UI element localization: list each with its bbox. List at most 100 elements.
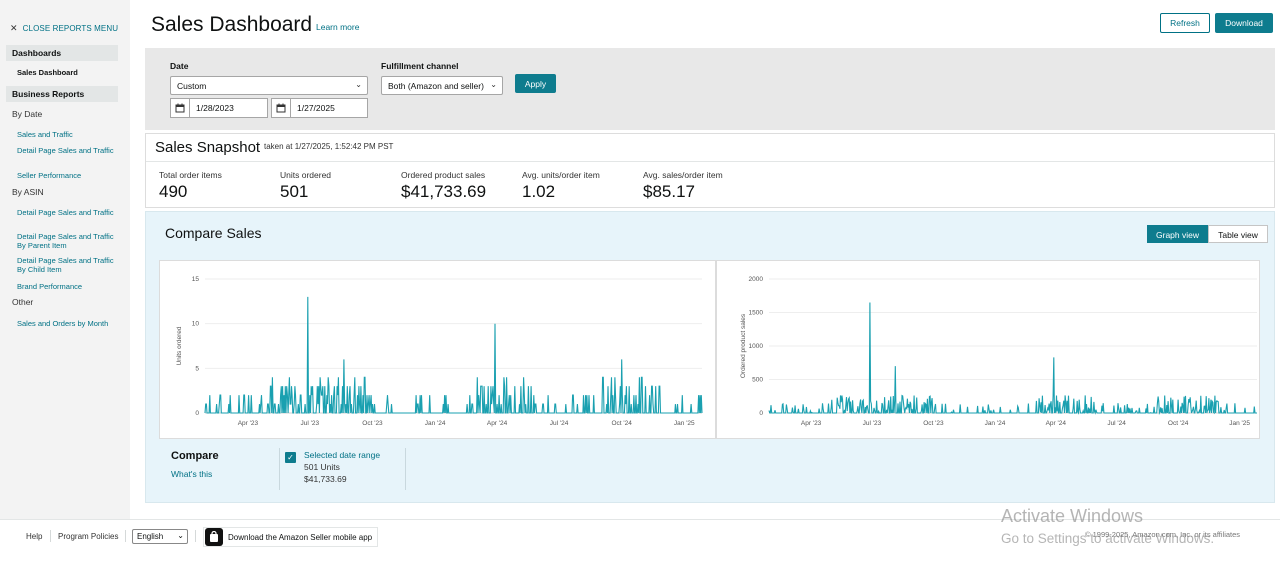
x-tick-label: Jan '24 [425,420,446,427]
metric-avg-units-per-order: Avg. units/order item 1.02 [522,170,600,202]
page-footer: Help Program Policies English ⌄ Download… [0,519,1280,561]
selected-range-label[interactable]: Selected date range [304,450,381,460]
y-tick-label: 15 [192,276,200,283]
end-date-value: 1/27/2025 [297,103,335,113]
ordered-product-sales-chart-svg: 2000 1500 1000 500 0 Ordered product sales Apr… [740,276,1257,427]
fulfillment-channel-select[interactable]: Both (Amazon and seller) ⌄ [381,76,503,95]
y-tick-label: 0 [759,410,763,417]
metric-label: Avg. sales/order item [643,170,723,180]
whats-this-link[interactable]: What's this [171,469,213,479]
shopping-bag-icon [205,528,223,546]
series-line [204,296,703,414]
y-tick-label: 5 [195,365,199,372]
sidebar-item-detail-page-by-parent[interactable]: Detail Page Sales and Traffic By Parent … [17,232,114,250]
reports-sidebar: ✕ CLOSE REPORTS MENU Dashboards Sales Da… [0,0,130,519]
start-date-field[interactable]: 1/28/2023 [170,98,268,118]
windows-activation-watermark-sub: Go to Settings to activate Windows. [1001,531,1215,546]
sidebar-item-sales-and-traffic[interactable]: Sales and Traffic [17,130,73,139]
sidebar-item-sales-dashboard[interactable]: Sales Dashboard [17,68,78,77]
date-preset-value: Custom [177,81,207,91]
sidebar-heading-other: Other [12,297,34,307]
close-reports-menu-label: CLOSE REPORTS MENU [22,24,119,33]
page-title: Sales Dashboard [151,13,313,36]
compare-sales-title: Compare Sales [165,225,262,241]
units-ordered-chart-svg: 15 10 5 0 Units ordered Apr '23 Jul '23 Oct '23… [176,276,703,427]
divider [125,530,126,542]
y-axis-label: Ordered product sales [740,313,747,378]
download-app-label: Download the Amazon Seller mobile app [228,532,373,542]
sidebar-item-detail-page-sales-traffic-date[interactable]: Detail Page Sales and Traffic [17,146,114,155]
table-view-toggle[interactable]: Table view [1208,225,1268,243]
divider [195,530,196,542]
compare-footer-title: Compare [171,450,219,462]
y-tick-label: 1000 [749,343,764,350]
graph-view-toggle[interactable]: Graph view [1147,225,1208,243]
divider [279,448,280,490]
units-ordered-chart: 15 10 5 0 Units ordered Apr '23 Jul '23 Oct '23… [159,260,716,439]
learn-more-link[interactable]: Learn more [316,22,360,32]
x-tick-label: Apr '23 [238,420,259,427]
close-icon: ✕ [10,23,18,33]
language-select[interactable]: English ⌄ [132,529,188,544]
x-tick-label: Oct '24 [611,420,632,427]
metric-value: 490 [159,182,188,201]
metric-units-ordered: Units ordered 501 [280,170,331,202]
sidebar-item-brand-performance[interactable]: Brand Performance [17,282,83,291]
sidebar-item-detail-page-by-child[interactable]: Detail Page Sales and Traffic By Child I… [17,256,114,274]
divider [405,448,406,490]
download-mobile-app-link[interactable]: Download the Amazon Seller mobile app [203,527,378,547]
x-tick-label: Jan '25 [1229,420,1250,427]
selected-range-sales: $41,733.69 [304,474,347,484]
x-tick-label: Oct '24 [1168,420,1189,427]
snapshot-timestamp: taken at 1/27/2025, 1:52:42 PM PST [264,142,394,151]
calendar-icon [272,99,291,117]
snapshot-title: Sales Snapshot [155,139,261,156]
x-tick-label: Apr '24 [1046,420,1067,427]
x-tick-label: Apr '23 [801,420,822,427]
x-tick-label: Oct '23 [362,420,383,427]
x-tick-label: Jan '24 [985,420,1006,427]
refresh-button[interactable]: Refresh [1160,13,1210,33]
chevron-down-icon: ⌄ [490,80,497,89]
sidebar-item-sales-orders-by-month[interactable]: Sales and Orders by Month [17,319,109,328]
download-button[interactable]: Download [1215,13,1273,33]
divider [50,530,51,542]
y-tick-label: 1500 [749,310,764,317]
metric-value: $85.17 [643,182,695,201]
metric-label: Avg. units/order item [522,170,600,180]
x-tick-label: Apr '24 [487,420,508,427]
calendar-icon [171,99,190,117]
metric-label: Total order items [159,170,222,180]
fulfillment-channel-label: Fulfillment channel [381,61,459,71]
x-tick-label: Jul '23 [301,420,320,427]
x-tick-label: Jul '24 [550,420,569,427]
x-tick-label: Oct '23 [923,420,944,427]
y-tick-label: 2000 [749,276,764,283]
selected-range-units: 501 Units [304,462,340,472]
y-tick-label: 500 [752,377,763,384]
end-date-field[interactable]: 1/27/2025 [271,98,368,118]
series-line [768,302,1257,415]
sidebar-group-dashboards[interactable]: Dashboards [6,45,118,61]
chevron-down-icon: ⌄ [177,531,184,540]
copyright-text: © 1999-2025, Amazon.com, Inc. or its aff… [1085,530,1241,539]
metric-label: Units ordered [280,170,332,180]
fulfillment-channel-value: Both (Amazon and seller) [388,81,484,91]
sidebar-item-seller-performance[interactable]: Seller Performance [17,171,82,180]
language-value: English [137,532,164,541]
selected-range-checkbox[interactable]: ✓ [285,452,296,463]
apply-button[interactable]: Apply [515,74,556,93]
program-policies-link[interactable]: Program Policies [58,532,119,541]
date-preset-select[interactable]: Custom ⌄ [170,76,368,95]
metric-value: $41,733.69 [401,182,487,201]
sidebar-item-detail-page-sales-traffic-asin[interactable]: Detail Page Sales and Traffic [17,208,114,217]
y-tick-label: 10 [192,321,200,328]
sidebar-heading-by-date: By Date [12,109,43,119]
chevron-down-icon: ⌄ [355,80,362,89]
close-reports-menu-button[interactable]: ✕ CLOSE REPORTS MENU [10,23,118,34]
metric-value: 501 [280,182,309,201]
metric-avg-sales-per-order: Avg. sales/order item $85.17 [643,170,723,202]
help-link[interactable]: Help [26,532,43,541]
sidebar-group-business-reports[interactable]: Business Reports [6,86,118,102]
metric-total-order-items: Total order items 490 [159,170,222,202]
